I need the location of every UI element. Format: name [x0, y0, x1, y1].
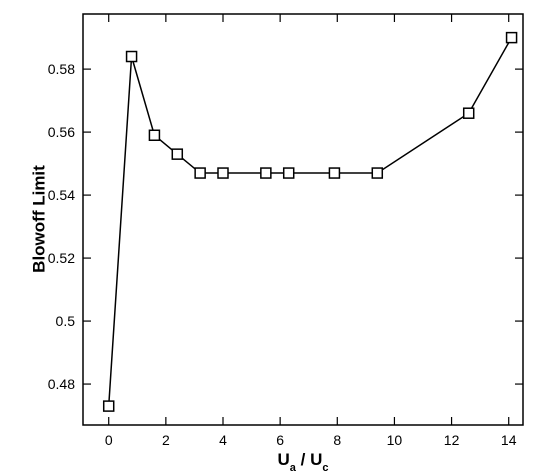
marker [462, 107, 475, 119]
marker [148, 129, 161, 142]
y-tick-label: 0.54 [48, 187, 75, 203]
y-tick-label: 0.52 [48, 250, 75, 266]
marker [371, 167, 384, 179]
x-axis-label: Ua / Uc [278, 450, 329, 474]
x-tick-label: 8 [333, 432, 341, 448]
marker [102, 400, 115, 412]
x-tick-label: 2 [162, 432, 170, 448]
x-tick-label: 10 [387, 432, 403, 448]
y-tick-label: 0.56 [48, 124, 75, 140]
marker [505, 31, 518, 44]
x-tick-label: 0 [105, 432, 113, 448]
x-tick-label: 14 [501, 432, 517, 448]
x-axis-label-part: / U [296, 450, 322, 469]
x-axis-label-part: U [278, 450, 290, 469]
marker [125, 50, 138, 63]
marker [217, 167, 229, 179]
plot-frame [82, 13, 524, 426]
x-axis-label-part: c [322, 462, 328, 474]
marker [194, 167, 206, 179]
marker [171, 148, 184, 160]
y-axis-label: Blowoff Limit [29, 165, 48, 273]
y-tick-label: 0.5 [56, 313, 76, 329]
y-tick-label: 0.58 [48, 61, 75, 77]
x-tick-label: 12 [444, 432, 460, 448]
x-axis-label-part: a [290, 462, 297, 474]
marker [282, 167, 295, 179]
marker [328, 167, 341, 179]
y-tick-label: 0.48 [48, 376, 75, 392]
x-tick-label: 6 [276, 432, 284, 448]
line [107, 37, 513, 407]
marker [260, 167, 272, 179]
x-tick-label: 4 [219, 432, 227, 448]
